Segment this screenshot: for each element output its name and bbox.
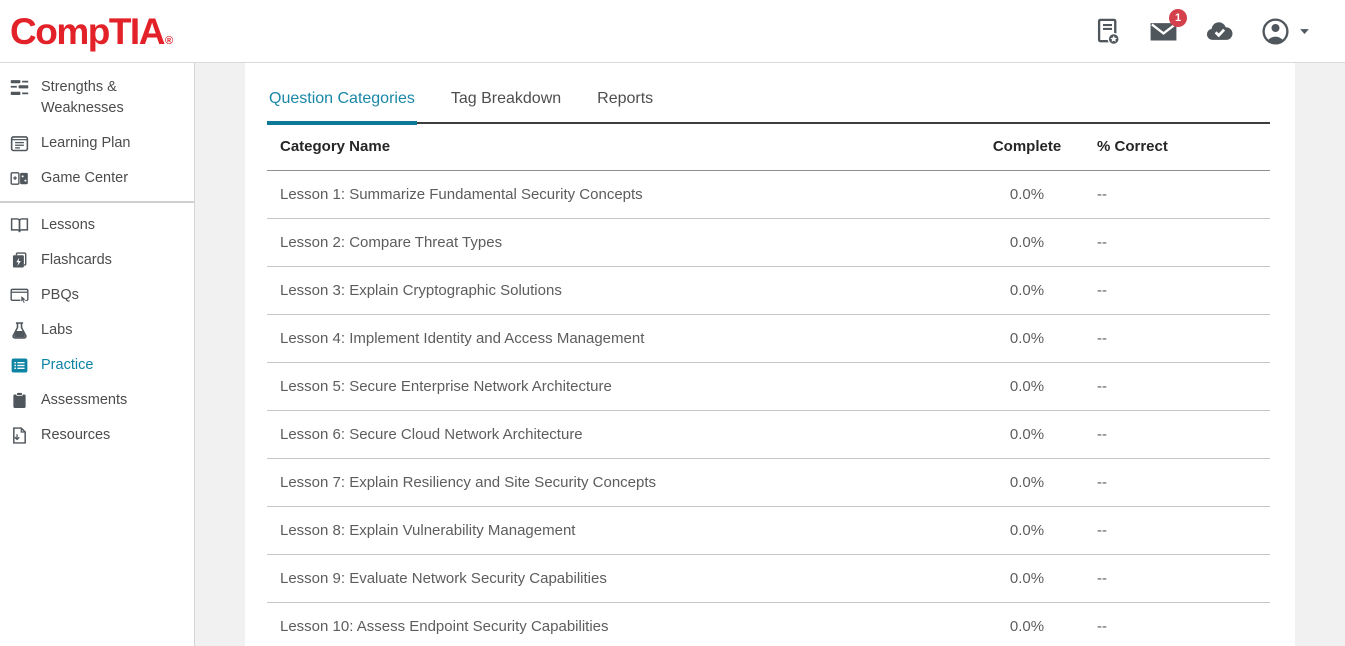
tab-question-categories[interactable]: Question Categories [267,89,417,125]
complete-cell: 0.0% [957,506,1097,555]
percent-correct-cell: -- [1097,602,1270,646]
table-row[interactable]: Lesson 6: Secure Cloud Network Architect… [267,410,1270,459]
percent-correct-cell: -- [1097,410,1270,459]
complete-cell: 0.0% [957,602,1097,646]
percent-correct-cell: -- [1097,362,1270,411]
table-header-row: Category Name Complete % Correct [267,124,1270,171]
user-menu[interactable] [1260,16,1312,47]
complete-cell: 0.0% [957,362,1097,411]
sidebar-item-lessons[interactable]: Lessons [0,208,194,243]
percent-correct-cell: -- [1097,458,1270,507]
sidebar-item-flashcards[interactable]: Flashcards [0,243,194,278]
table-row[interactable]: Lesson 1: Summarize Fundamental Security… [267,170,1270,219]
category-table: Category Name Complete % Correct Lesson … [267,124,1270,646]
registered-mark: ® [164,34,174,47]
learning-plan-icon [9,133,30,154]
flask-icon [9,320,30,341]
mail-icon[interactable]: 1 [1148,8,1187,47]
sidebar-item-game-center[interactable]: Game Center [0,161,194,196]
game-center-icon [9,168,30,189]
complete-cell: 0.0% [957,170,1097,219]
table-row[interactable]: Lesson 2: Compare Threat Types 0.0% -- [267,218,1270,267]
percent-correct-cell: -- [1097,506,1270,555]
category-name-cell: Lesson 10: Assess Endpoint Security Capa… [267,602,957,646]
strengths-weaknesses-icon [9,77,30,98]
complete-cell: 0.0% [957,554,1097,603]
sidebar-item-labs[interactable]: Labs [0,313,194,348]
document-download-icon [9,425,30,446]
main-content: Question Categories Tag Breakdown Report… [245,63,1295,646]
percent-correct-cell: -- [1097,266,1270,315]
complete-cell: 0.0% [957,458,1097,507]
sidebar-item-label: Labs [41,322,73,338]
percent-correct-cell: -- [1097,554,1270,603]
category-name-cell: Lesson 9: Evaluate Network Security Capa… [267,554,957,603]
sidebar-item-practice[interactable]: Practice [0,348,194,383]
top-header: CompTIA ® 1 [0,0,1345,63]
sidebar-item-label: Strengths & Weaknesses [41,79,124,116]
tab-bar: Question Categories Tag Breakdown Report… [267,89,1270,125]
table-row[interactable]: Lesson 4: Implement Identity and Access … [267,314,1270,363]
chevron-down-icon [1297,25,1312,38]
category-name-cell: Lesson 6: Secure Cloud Network Architect… [267,410,957,459]
complete-cell: 0.0% [957,314,1097,363]
practice-list-icon [9,355,30,376]
table-row[interactable]: Lesson 8: Explain Vulnerability Manageme… [267,506,1270,555]
complete-cell: 0.0% [957,218,1097,267]
pbq-pointer-icon [9,285,30,306]
table-row[interactable]: Lesson 10: Assess Endpoint Security Capa… [267,602,1270,646]
column-header-complete: Complete [957,124,1097,171]
sidebar-item-pbqs[interactable]: PBQs [0,278,194,313]
category-name-cell: Lesson 2: Compare Threat Types [267,218,957,267]
column-header-category-name: Category Name [267,124,957,171]
cloud-sync-icon[interactable] [1204,16,1235,47]
clipboard-icon [9,390,30,411]
percent-correct-cell: -- [1097,170,1270,219]
table-row[interactable]: Lesson 3: Explain Cryptographic Solution… [267,266,1270,315]
percent-correct-cell: -- [1097,218,1270,267]
user-avatar-icon [1260,16,1291,47]
sidebar-item-label: Game Center [41,170,129,186]
header-icon-group: 1 [1092,8,1312,47]
flashcard-bolt-icon [9,250,30,271]
sidebar-item-label: Resources [41,427,111,443]
logo-text: CompTIA [10,10,165,52]
tab-tag-breakdown[interactable]: Tag Breakdown [450,90,562,107]
sidebar-nav: Strengths & Weaknesses Learning Plan Gam… [0,63,195,646]
sidebar-item-label: PBQs [41,287,79,303]
sidebar-item-label: Lessons [41,217,96,233]
category-name-cell: Lesson 7: Explain Resiliency and Site Se… [267,458,957,507]
open-book-icon [9,215,30,236]
sidebar-item-label: Learning Plan [41,135,131,151]
transcript-icon[interactable] [1092,16,1123,47]
sidebar-divider [0,201,194,203]
sidebar-item-label: Practice [41,357,94,373]
category-name-cell: Lesson 3: Explain Cryptographic Solution… [267,266,957,315]
category-name-cell: Lesson 4: Implement Identity and Access … [267,314,957,363]
table-row[interactable]: Lesson 5: Secure Enterprise Network Arch… [267,362,1270,411]
sidebar-item-strengths-weaknesses[interactable]: Strengths & Weaknesses [0,70,194,126]
sidebar-item-label: Flashcards [41,252,112,268]
sidebar-item-assessments[interactable]: Assessments [0,383,194,418]
category-name-cell: Lesson 5: Secure Enterprise Network Arch… [267,362,957,411]
mail-notification-badge: 1 [1169,8,1187,27]
comptia-logo[interactable]: CompTIA ® [10,13,173,50]
table-row[interactable]: Lesson 9: Evaluate Network Security Capa… [267,554,1270,603]
complete-cell: 0.0% [957,410,1097,459]
complete-cell: 0.0% [957,266,1097,315]
category-name-cell: Lesson 8: Explain Vulnerability Manageme… [267,506,957,555]
percent-correct-cell: -- [1097,314,1270,363]
sidebar-item-label: Assessments [41,392,128,408]
column-header-percent-correct: % Correct [1097,124,1270,171]
table-row[interactable]: Lesson 7: Explain Resiliency and Site Se… [267,458,1270,507]
category-name-cell: Lesson 1: Summarize Fundamental Security… [267,170,957,219]
tab-reports[interactable]: Reports [597,90,654,107]
sidebar-item-learning-plan[interactable]: Learning Plan [0,126,194,161]
sidebar-item-resources[interactable]: Resources [0,418,194,453]
